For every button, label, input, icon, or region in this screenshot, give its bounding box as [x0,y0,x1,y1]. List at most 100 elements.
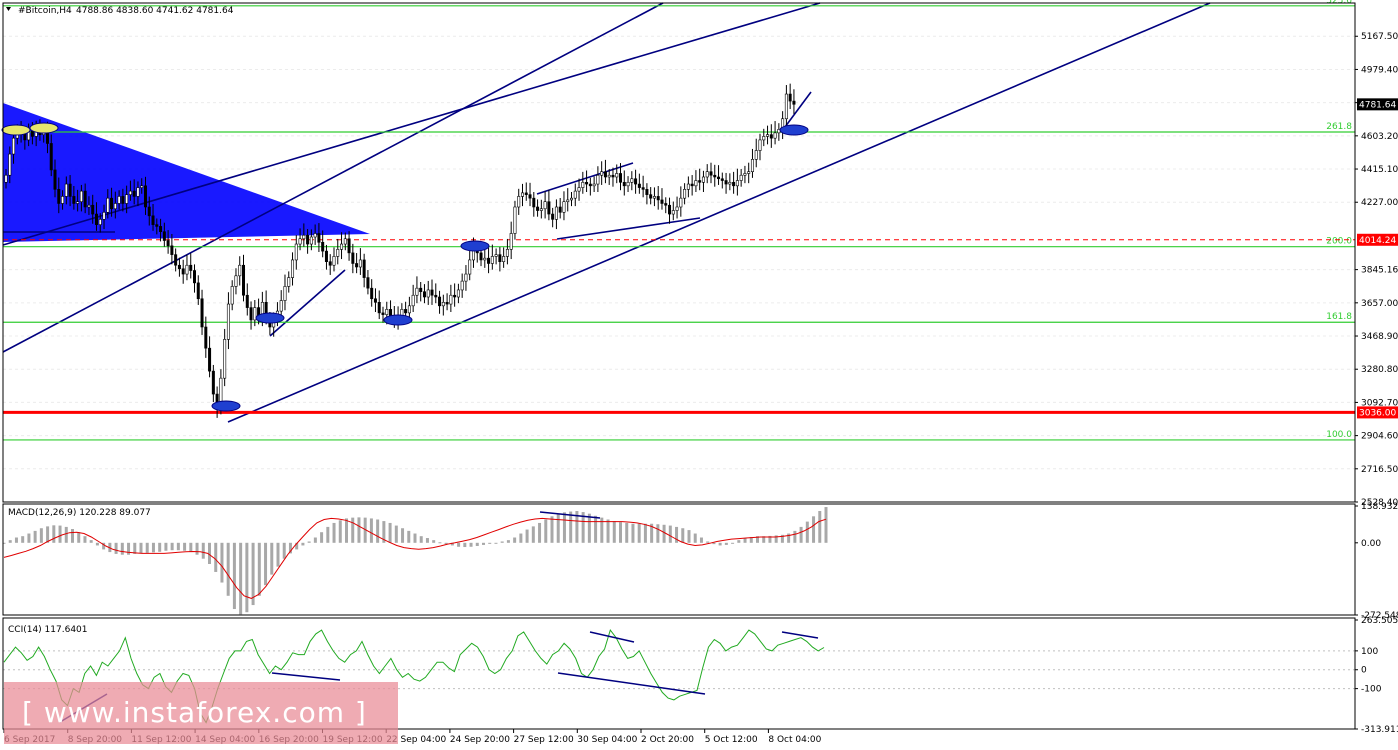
candle-body [551,213,555,220]
macd-signal-line [3,517,827,599]
candle-body [750,159,754,172]
macd-histogram-bar [369,518,373,543]
price-marker-box [1357,406,1398,419]
candle-body [468,259,472,275]
macd-histogram-bar [58,525,62,543]
candle-body [253,307,257,321]
pivot-ellipse [460,240,490,252]
candle-body [607,174,611,178]
macd-histogram-bar [83,536,87,543]
candle-body [701,176,705,183]
macd-histogram-bar [793,530,797,543]
x-tick-label: 30 Sep 04:00 [577,735,637,745]
candle-body [223,339,227,379]
candle-body [509,233,513,250]
candle-body [324,250,328,263]
macd-histogram-bar [612,521,616,543]
macd-histogram-bar [114,542,118,554]
cci-y-tick-label: 263.505 [1361,616,1398,626]
candle-body [79,190,83,202]
candle-body [505,249,509,257]
candle-body [641,187,645,190]
y-tick-label: 2528.40 [1361,498,1398,508]
macd-histogram-bar [133,542,137,554]
macd-histogram-bar [469,542,473,547]
cci-divergence-line [557,672,706,695]
macd-histogram-bar [637,523,641,543]
candle-body [355,263,359,268]
y-tick-label: 5167.50 [1361,32,1398,42]
macd-histogram-bar [394,525,398,543]
trend-line [556,217,701,240]
fib-level-label: 161.8 [1326,312,1352,322]
candle-body [166,240,170,247]
candle-body [434,294,438,298]
candle-body [528,194,532,199]
price-axis: 5167.504979.404791.304603.204415.104227.… [1355,32,1398,508]
candle-body [332,256,336,266]
candle-body [762,136,766,141]
candle-body [249,307,253,321]
price-marker-label: 4014.24 [1359,236,1396,246]
macd-histogram-bar [519,533,523,543]
candle-body [76,201,80,204]
macd-histogram-bar [27,533,31,543]
macd-histogram-bar [762,536,766,543]
macd-histogram-bar [282,542,286,559]
instaforex-watermark: [ www.instaforex.com ] [4,682,398,744]
candle-body [226,303,230,340]
pivot-markers [1,122,809,412]
macd-histogram-bar [724,542,728,545]
candle-body [747,171,751,174]
cci-y-tick-label: -100 [1361,685,1382,695]
macd-histogram-bar [824,507,828,543]
macd-panel: 138.932 0.00 -272.548 [2,502,1398,621]
macd-histogram-bar [176,542,180,551]
macd-histogram-bar [77,532,81,543]
y-tick-label: 4227.00 [1361,198,1398,208]
macd-histogram-bar [693,533,697,543]
macd-histogram-bar [812,516,816,543]
y-tick-label: 2716.50 [1361,465,1398,475]
candle-body [366,277,370,289]
menu-triangle-icon[interactable] [6,7,11,11]
candle-body [494,254,498,257]
trend-line [227,2,1211,423]
macd-histogram-bar [295,542,299,550]
macd-histogram-bar [425,538,429,543]
macd-histogram-bar [581,512,585,543]
candle-body [287,277,291,287]
pivot-ellipse [779,124,809,136]
macd-histogram-bar [276,542,280,567]
macd-histogram-bar [550,516,554,543]
candle-body [407,305,411,314]
candle-body [4,174,8,183]
candle-body [679,197,683,208]
macd-histogram-bar [444,542,448,545]
candle-body [151,215,155,225]
candle-body [668,204,672,215]
macd-histogram-bar [699,537,703,543]
macd-histogram-bar [288,542,292,554]
macd-histogram-bar [307,541,311,543]
macd-histogram-bar [239,542,243,615]
candle-body [404,309,408,314]
cci-panel: 263.505 100 0 -100 -313.9119 [3,616,1398,735]
x-tick-label: 24 Sep 20:00 [450,735,510,745]
candle-body [732,181,736,187]
candle-body [479,252,483,261]
candle-body [645,189,649,195]
candle-body [189,264,193,271]
macd-histogram-bar [643,523,647,543]
candle-body [57,189,61,204]
y-tick-label: 2904.60 [1361,432,1398,442]
macd-histogram-bar [606,519,610,543]
macd-divergence-line [539,511,601,519]
candle-body [125,194,129,204]
macd-histogram-bar [482,542,485,545]
macd-histogram-bar [432,540,436,543]
macd-histogram-bar [506,540,510,543]
candle-body [309,236,313,245]
macd-histogram-bar [401,528,405,543]
macd-histogram-bar [151,542,155,553]
